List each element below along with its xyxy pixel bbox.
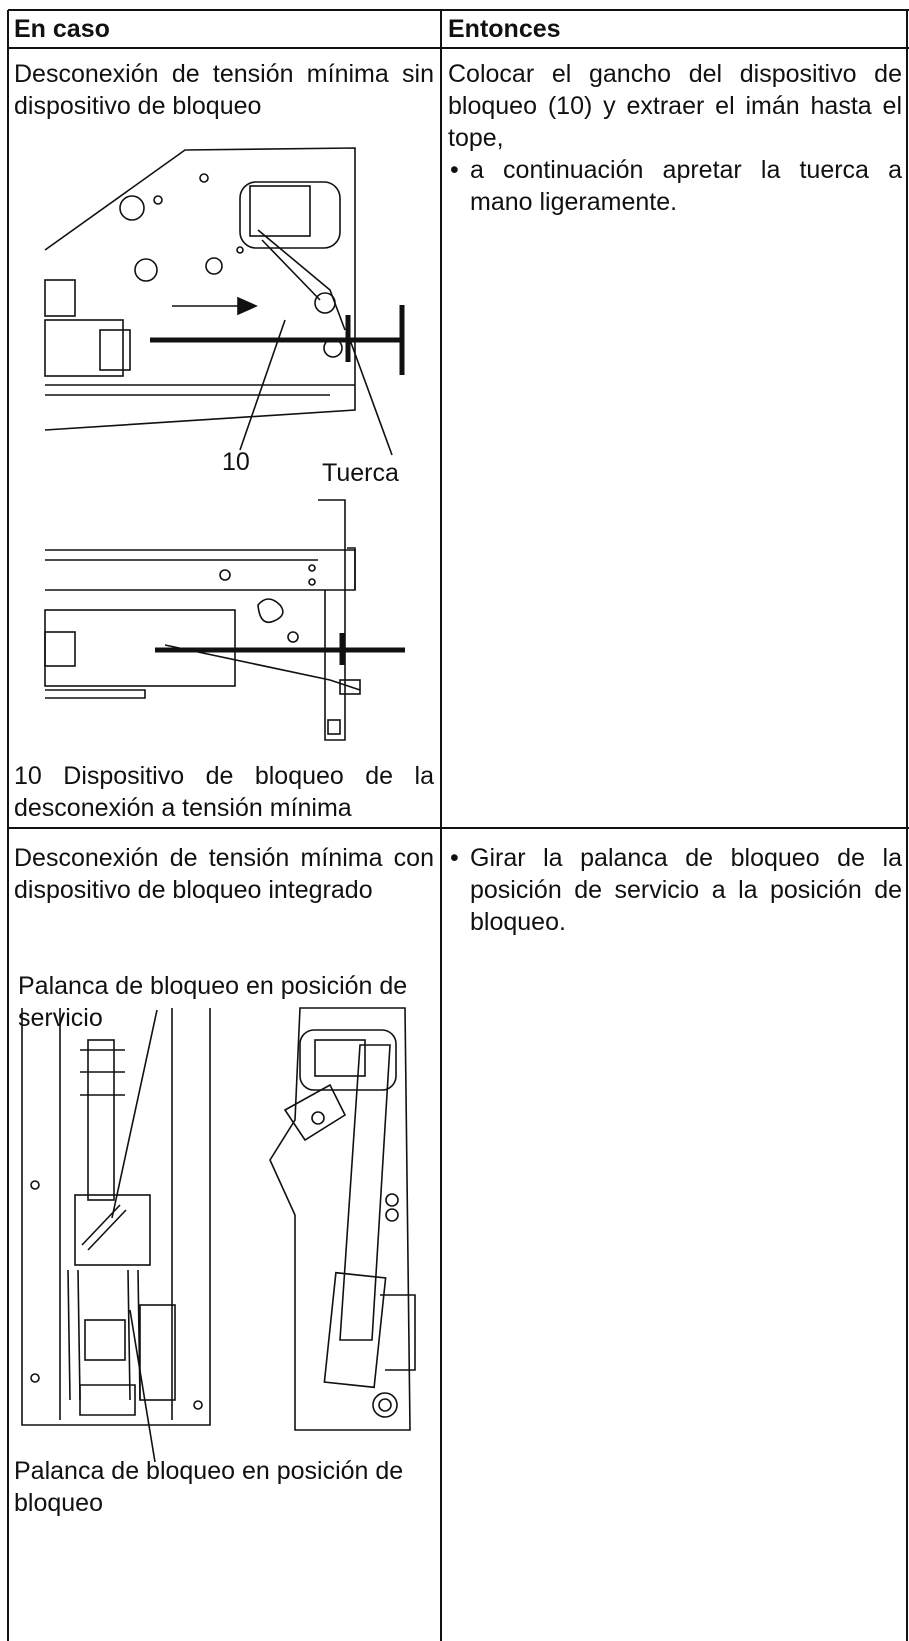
figure-undervoltage-release-2 [44,499,405,741]
figure-label: 10 [222,448,250,476]
case-text: Desconexión de tensión mínima sin dispos… [14,60,434,120]
figure-caption: 10 Dispositivo de bloqueo de la desconex… [14,762,434,822]
figure-locking-lever [21,1007,416,1463]
header-cell: En caso [14,15,110,43]
header-cell: Entonces [448,15,561,43]
figure-undervoltage-release-1 [44,147,405,456]
figure-label: Palanca de bloqueo en posición de servic… [18,972,408,1032]
action-bullet: Girar la palanca de bloqueo de la posici… [450,842,902,938]
action-bullet: a continuación apretar la tuerca a mano … [450,154,902,218]
table-borders [7,9,909,1641]
action-list: a continuación apretar la tuerca a mano … [448,154,902,218]
action-list: Girar la palanca de bloqueo de la posici… [448,842,902,938]
figure-label: Tuerca [322,459,399,487]
figure-label: Palanca de bloqueo en posición de bloque… [14,1457,404,1517]
case-text: Desconexión de tensión mínima con dispos… [14,844,434,904]
action-text: Colocar el gancho del dispositivo de blo… [448,60,902,152]
